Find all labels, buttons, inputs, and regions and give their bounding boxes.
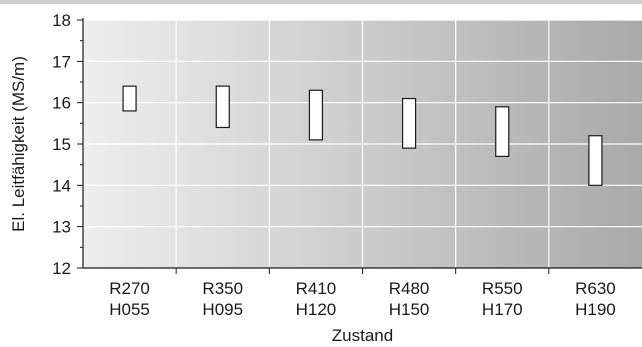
- range-box-r550: [495, 106, 510, 158]
- range-box-r630: [588, 135, 603, 186]
- x-tick-label: R550: [482, 279, 523, 298]
- y-tick-label: 17: [52, 52, 71, 71]
- x-tick-label: R410: [296, 279, 337, 298]
- x-tick-label: R630: [575, 279, 616, 298]
- x-tick-label: H170: [482, 300, 523, 319]
- range-box-r410: [308, 89, 324, 141]
- x-tick-labels: R270 H055 R350 H095 R410 H120 R480 H150 R550 H170…: [109, 279, 615, 319]
- x-tick-label: H055: [109, 300, 150, 319]
- y-tick-label: 12: [52, 259, 71, 278]
- y-tick-label: 13: [52, 218, 71, 237]
- y-tick-label: 14: [52, 176, 71, 195]
- x-axis-title: Zustand: [332, 326, 393, 345]
- y-tick-label: 15: [52, 135, 71, 154]
- x-tick-label: H095: [202, 300, 243, 319]
- y-axis-title: El. Leitfähigkeit (MS/m): [9, 56, 28, 232]
- x-tick-label: R480: [389, 279, 430, 298]
- range-box-r350: [215, 85, 230, 129]
- x-tick-label: R350: [202, 279, 243, 298]
- axes: [77, 18, 642, 274]
- range-boxes: [122, 85, 603, 186]
- x-tick-label: H150: [389, 300, 430, 319]
- range-box-r270: [122, 85, 137, 112]
- x-tick-label: R270: [109, 279, 150, 298]
- y-tick-label: 18: [52, 11, 71, 30]
- x-tick-label: H190: [575, 300, 616, 319]
- x-tick-label: H120: [296, 300, 337, 319]
- top-edge-band: [0, 0, 642, 4]
- grid-lines: [83, 19, 642, 268]
- y-tick-labels: 12 13 14 15 16 17 18: [52, 11, 71, 278]
- range-box-r480: [401, 97, 417, 149]
- y-tick-label: 16: [52, 94, 71, 113]
